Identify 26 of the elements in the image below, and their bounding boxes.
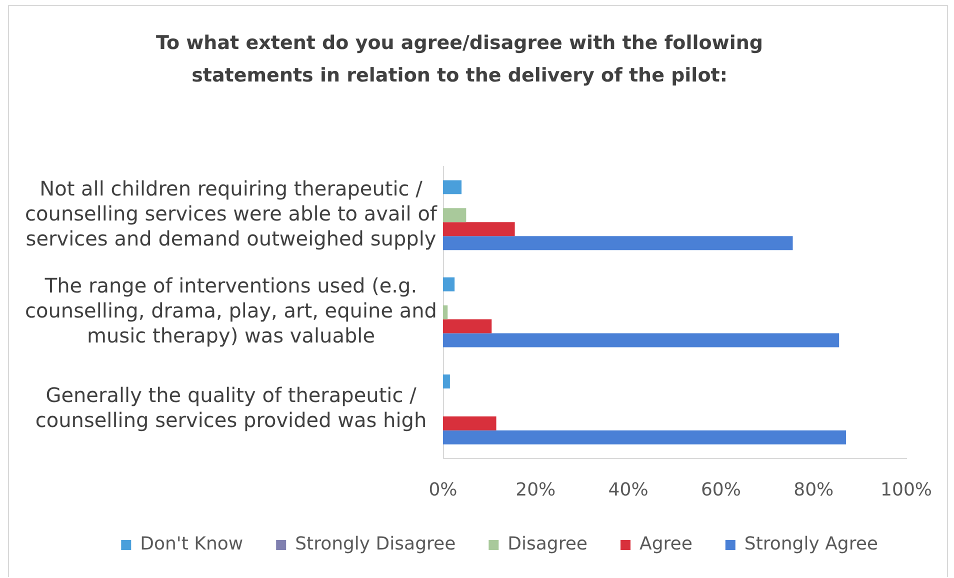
legend-label: Disagree bbox=[508, 534, 588, 555]
bar bbox=[443, 277, 455, 292]
legend-label: Strongly Disagree bbox=[295, 534, 456, 555]
bar bbox=[443, 208, 466, 222]
bar bbox=[443, 222, 515, 236]
x-tick-label: 80% bbox=[794, 479, 834, 500]
bar bbox=[443, 374, 450, 388]
y-tick-label: Generally the quality of therapeutic / counselling services provided was high bbox=[35, 383, 427, 432]
y-tick-label: Not all children requiring therapeutic / counselling services were able to avail of services and demand outweighed supply bbox=[25, 176, 438, 250]
x-tick-label: 40% bbox=[608, 479, 648, 500]
legend-label: Agree bbox=[640, 534, 692, 555]
chart-title: To what extent do you agree/disagree with the following statements in relation to the delivery of the pilot: bbox=[156, 32, 763, 86]
bar bbox=[443, 180, 462, 194]
bar bbox=[443, 319, 492, 334]
bar bbox=[443, 430, 846, 444]
x-tick-label: 20% bbox=[516, 479, 556, 500]
y-tick-label: The range of interventions used (e.g. counselling, drama, play, art, equine and music therapy) was valuable bbox=[25, 274, 437, 348]
bar bbox=[443, 416, 496, 430]
x-tick-label: 60% bbox=[700, 479, 741, 500]
legend-label: Don't Know bbox=[140, 534, 244, 555]
x-tick-label: 100% bbox=[880, 479, 932, 500]
x-tick-label: 0% bbox=[428, 479, 458, 500]
legend-label: Strongly Agree bbox=[744, 534, 878, 555]
bar bbox=[443, 236, 793, 250]
bar bbox=[443, 305, 448, 320]
bar bbox=[443, 333, 840, 348]
